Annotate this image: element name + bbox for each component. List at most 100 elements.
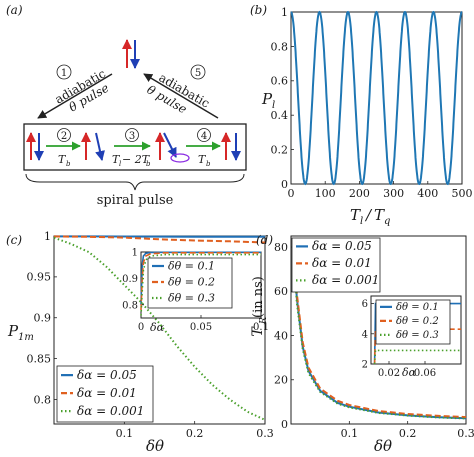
- panel-c-inset-series-1: [140, 252, 261, 311]
- panel-c-inset-ytick-label-2: 1: [132, 248, 138, 259]
- step5-circle: [190, 64, 206, 80]
- panel-d-ytick-label-2: 40: [274, 329, 288, 342]
- panel-b-xlabel-num: T: [350, 206, 361, 224]
- panel-d-inset-xtick-label-0: 0.02: [378, 368, 400, 379]
- panel-c-inset-ytick-label-0: 0.8: [122, 300, 138, 311]
- panel-d-chart: (d) T R (in ns) δθ δα 0.1 0.2 0.3 0 20 40 60 80…: [250, 233, 474, 455]
- panel-b-xlabel-den-sub: q: [384, 216, 390, 227]
- panel-c-ylabel-sub: 1m: [18, 332, 34, 343]
- panel-c-xlabel: δθ: [146, 437, 164, 455]
- panel-d-xtick-label-2: 0.3: [457, 427, 474, 440]
- panel-b-xtick-label-3: 300: [383, 187, 404, 200]
- panel-b-ytick-label-2: 0.4: [271, 109, 289, 122]
- panel-c-ytick-label-0: 0.8: [34, 393, 52, 406]
- panel-b-ytick-label-3: 0.6: [271, 75, 289, 88]
- panel-b-xlabel-slash: /: [364, 206, 373, 224]
- precession-ellipse: [170, 153, 190, 163]
- step4-number: 4: [201, 131, 207, 142]
- panel-b-label: (b): [250, 3, 267, 17]
- panel-a-label: (a): [6, 3, 23, 17]
- panel-c-inset-xtick-label-1: 0.05: [190, 322, 212, 333]
- panel-c-ytick-label-1: 0.85: [27, 352, 52, 365]
- panel-b-xlabel-num-sub: l: [360, 216, 363, 227]
- panel-b-ytick-label-4: 0.8: [271, 40, 289, 53]
- spin-blue-3: [163, 132, 177, 158]
- panel-b-xtick-label-0: 0: [288, 187, 295, 200]
- panel-d-ytick-label-3: 60: [274, 285, 288, 298]
- panel-b-xtick-label-2: 200: [349, 187, 370, 200]
- panel-c-xtick-label-2: 0.3: [256, 427, 274, 440]
- panel-d-ytick-label-0: 0: [281, 418, 288, 431]
- step4-time: T: [198, 153, 207, 166]
- panel-d-xtick-label-0: 0.1: [341, 427, 359, 440]
- spiral-brace: [25, 173, 245, 191]
- panel-d-inset-ytick-label-1: 4: [362, 329, 368, 340]
- step3-time-b: − 2T: [122, 153, 151, 166]
- panel-d-inset-legend-label-0: δθ = 0.1: [396, 302, 439, 313]
- panel-d-ylabel-rest: (in ns): [251, 276, 266, 318]
- panel-d-legend-label-1: δα = 0.01: [312, 256, 372, 270]
- panel-a-schematic: (a) 1 adiabatic θ pulse 5 adiabatic θ pu…: [6, 3, 247, 208]
- step3-circle: [125, 128, 139, 142]
- step3-time-a: T: [112, 153, 121, 166]
- step5-number: 5: [195, 68, 201, 79]
- panel-b-xlabel-den: T: [374, 206, 385, 224]
- panel-d-inset-xtick-label-1: 0.06: [414, 368, 436, 379]
- panel-d-legend-label-0: δα = 0.05: [312, 239, 372, 253]
- panel-b-ytick-label-5: 1: [281, 6, 288, 19]
- step3-time-b-sub: b: [146, 160, 151, 168]
- panel-c-inset-xlabel: δα: [150, 321, 165, 334]
- step4-time-sub: b: [206, 160, 211, 168]
- step1-arrow: [37, 73, 113, 119]
- panel-c-legend-label-0: δα = 0.05: [77, 368, 137, 382]
- panel-b-ytick-label-1: 0.2: [271, 143, 289, 156]
- spiral-pulse-box: [23, 123, 247, 171]
- panel-d-inset-legend-label-2: δθ = 0.3: [396, 330, 439, 341]
- panel-c-ytick-label-2: 0.9: [34, 312, 52, 325]
- panel-b-xtick-label-1: 100: [315, 187, 336, 200]
- spin-blue-2: [95, 132, 105, 161]
- panel-c-inset-legend-label-0: δθ = 0.1: [168, 260, 215, 273]
- panel-b-ylabel: P: [261, 90, 273, 108]
- panel-c-ytick-label-4: 1: [44, 230, 51, 243]
- step4-circle: [197, 128, 211, 142]
- panel-d-inset-legend-label-1: δθ = 0.2: [396, 316, 439, 327]
- panel-d-inset-xlabel: δα: [402, 366, 417, 379]
- panel-c-legend-label-2: δα = 0.001: [77, 404, 144, 418]
- step1-circle: [56, 64, 72, 80]
- panel-c-xtick-label-0: 0.1: [116, 427, 134, 440]
- panel-d-xlabel: δθ: [374, 437, 392, 455]
- step2-time-sub: b: [66, 160, 71, 168]
- panel-c-inset-ytick-label-1: 0.9: [122, 274, 138, 285]
- step1-number: 1: [61, 68, 67, 79]
- panel-c-ylabel: P: [7, 322, 19, 340]
- panel-d-label: (d): [256, 233, 273, 247]
- panel-c-legend-label-1: δα = 0.01: [77, 386, 137, 400]
- panel-c-xtick-label-1: 0.2: [186, 427, 204, 440]
- panel-d-inset-ytick-label-2: 6: [362, 299, 368, 310]
- panel-b-ytick-label-0: 0: [281, 178, 288, 191]
- panel-d-legend-label-2: δα = 0.001: [312, 273, 379, 287]
- panel-d-inset-ytick-label-0: 2: [362, 360, 368, 371]
- panel-b-xtick-label-5: 500: [452, 187, 473, 200]
- step5-arrow: [143, 73, 219, 119]
- step3-time-a-sub: l: [119, 160, 121, 168]
- panel-c-ytick-label-3: 0.95: [27, 271, 52, 284]
- step2-circle: [57, 128, 71, 142]
- panel-d-ylabel-sub: R: [259, 317, 269, 325]
- panel-b-chart: (b) P l T l / T q 0 100 200 300 400 500 0 0.2 0.…: [250, 3, 473, 227]
- panel-d-ytick-label-4: 80: [274, 241, 288, 254]
- panel-b-oscillation-line: [290, 10, 463, 186]
- panel-c-label: (c): [6, 233, 22, 247]
- panel-d-ylabel: T: [250, 326, 266, 337]
- step2-number: 2: [61, 131, 67, 142]
- panel-d-frame: [290, 235, 467, 425]
- panel-d-series-1: [292, 242, 467, 419]
- panel-c-inset-legend-label-1: δθ = 0.2: [168, 276, 215, 289]
- panel-c-inset-legend-label-2: δθ = 0.3: [168, 292, 215, 305]
- panel-c-inset-xtick-label-2: 0.1: [253, 322, 269, 333]
- panel-d-ytick-label-1: 20: [274, 374, 288, 387]
- step2-time: T: [58, 153, 67, 166]
- panel-b-ylabel-sub: l: [272, 100, 275, 111]
